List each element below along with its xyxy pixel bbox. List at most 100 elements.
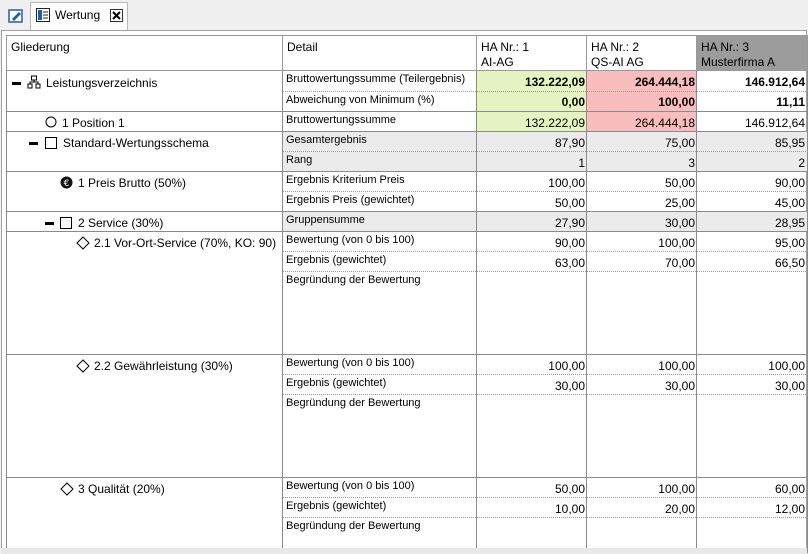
- detail-label: Rang: [286, 154, 313, 166]
- tree-item-gewaehrleistung[interactable]: 2.2 Gewährleistung (30%): [94, 359, 233, 373]
- value-cell[interactable]: 50,00: [554, 196, 585, 210]
- value-cell[interactable]: 27,90: [554, 216, 585, 230]
- value-cell[interactable]: 146.912,64: [744, 116, 805, 130]
- collapse-icon[interactable]: [29, 142, 38, 145]
- diamond-icon: [76, 359, 90, 373]
- value-cell[interactable]: 30,00: [774, 379, 805, 393]
- header-bidder-3[interactable]: HA Nr.: 3 Musterfirma A: [697, 35, 808, 71]
- tab-label: Wertung: [55, 8, 101, 22]
- row-divider: [283, 394, 808, 395]
- value-cell[interactable]: 100,00: [548, 359, 585, 373]
- detail-label: Begründung der Bewertung: [286, 520, 421, 532]
- tree-item-vor-ort-service[interactable]: 2.1 Vor-Ort-Service (70%, KO: 90): [94, 236, 277, 250]
- value-cell[interactable]: 100,00: [658, 482, 695, 496]
- value-cell[interactable]: 87,90: [554, 136, 585, 150]
- value-cell[interactable]: 95,00: [774, 236, 805, 250]
- value-cell[interactable]: 66,50: [774, 256, 805, 270]
- header-gliederung-label: Gliederung: [11, 40, 70, 54]
- row-divider: [283, 151, 808, 152]
- value-cell[interactable]: 1: [578, 156, 585, 170]
- value-cell[interactable]: 2: [798, 156, 805, 170]
- table-icon: [36, 8, 50, 22]
- diamond-icon: [76, 236, 90, 250]
- value-cell[interactable]: 3: [688, 156, 695, 170]
- value-cell[interactable]: 146.912,64: [744, 75, 805, 89]
- value-cell[interactable]: 0,00: [561, 95, 585, 109]
- row-separator: [6, 477, 808, 478]
- value-cell[interactable]: 28,95: [774, 216, 805, 230]
- header-detail-label: Detail: [287, 40, 318, 54]
- row-divider: [283, 374, 808, 375]
- grid-line: [282, 71, 283, 553]
- detail-label: Bruttowertungssumme: [286, 114, 397, 126]
- collapse-icon[interactable]: [45, 222, 54, 225]
- tree-item-qualitaet[interactable]: 3 Qualität (20%): [78, 482, 165, 496]
- value-cell[interactable]: 100,00: [658, 236, 695, 250]
- row-divider: [283, 271, 808, 272]
- collapse-icon[interactable]: [12, 82, 21, 85]
- diamond-icon: [60, 482, 74, 496]
- tree-item-position[interactable]: 1 Position 1: [62, 116, 125, 130]
- value-cell[interactable]: 45,00: [774, 196, 805, 210]
- tree-item-leistungsverzeichnis[interactable]: Leistungsverzeichnis: [46, 76, 158, 90]
- tab-wertung[interactable]: Wertung: [30, 2, 128, 30]
- grid-line: [476, 71, 477, 553]
- value-cell[interactable]: 70,00: [664, 256, 695, 270]
- value-cell[interactable]: 30,00: [664, 216, 695, 230]
- value-cell[interactable]: 10,00: [554, 502, 585, 516]
- tree-item-service[interactable]: 2 Service (30%): [78, 216, 164, 230]
- detail-label: Ergebnis (gewichtet): [286, 377, 387, 389]
- row-separator: [6, 211, 808, 212]
- value-cell[interactable]: 132.222,09: [524, 116, 585, 130]
- value-cell[interactable]: 63,00: [554, 256, 585, 270]
- row-separator: [6, 131, 808, 132]
- tab-bar: Wertung: [0, 0, 808, 30]
- detail-label: Ergebnis (gewichtet): [286, 254, 387, 266]
- detail-label: Ergebnis Preis (gewichtet): [286, 194, 415, 206]
- row-divider: [283, 251, 808, 252]
- wertung-grid: Gliederung Detail HA Nr.: 1 AI-AG HA Nr.…: [2, 31, 808, 553]
- value-cell[interactable]: 264.444,18: [634, 116, 695, 130]
- header-bidder-number: HA Nr.: 3: [701, 40, 750, 54]
- euro-icon: €: [60, 176, 73, 189]
- value-cell[interactable]: 60,00: [774, 482, 805, 496]
- tree-item-schema[interactable]: Standard-Wertungsschema: [63, 136, 209, 150]
- close-icon[interactable]: [110, 9, 123, 22]
- header-bidder-name: QS-AI AG: [591, 55, 644, 69]
- header-bidder-1[interactable]: HA Nr.: 1 AI-AG: [477, 35, 587, 71]
- value-cell[interactable]: 25,00: [664, 196, 695, 210]
- value-cell[interactable]: 30,00: [554, 379, 585, 393]
- row-divider: [283, 191, 808, 192]
- wertung-panel: Gliederung Detail HA Nr.: 1 AI-AG HA Nr.…: [1, 30, 808, 553]
- grid-line: [586, 71, 587, 553]
- group-sum-bg: [283, 211, 808, 231]
- value-cell[interactable]: 100,00: [768, 359, 805, 373]
- grid-line: [696, 71, 697, 553]
- horizontal-scrollbar[interactable]: [1, 548, 807, 554]
- detail-label: Ergebnis Kriterium Preis: [286, 174, 405, 186]
- value-cell[interactable]: 20,00: [664, 502, 695, 516]
- value-cell[interactable]: 100,00: [658, 359, 695, 373]
- value-cell[interactable]: 90,00: [774, 176, 805, 190]
- value-cell[interactable]: 100,00: [658, 95, 695, 109]
- value-cell[interactable]: 30,00: [664, 379, 695, 393]
- detail-label: Begründung der Bewertung: [286, 274, 421, 286]
- value-cell[interactable]: 50,00: [554, 482, 585, 496]
- header-gliederung[interactable]: Gliederung: [6, 35, 283, 71]
- value-cell[interactable]: 11,11: [776, 95, 805, 109]
- value-cell[interactable]: 12,00: [774, 502, 805, 516]
- edit-view-icon[interactable]: [8, 8, 24, 24]
- header-detail[interactable]: Detail: [283, 35, 477, 71]
- value-cell[interactable]: 132.222,09: [524, 75, 585, 89]
- row-separator: [6, 231, 808, 232]
- tree-item-preis[interactable]: 1 Preis Brutto (50%): [78, 176, 187, 190]
- value-cell[interactable]: 75,00: [664, 136, 695, 150]
- value-cell[interactable]: 50,00: [664, 176, 695, 190]
- hierarchy-icon: [27, 75, 41, 89]
- value-cell[interactable]: 85,95: [774, 136, 805, 150]
- header-bidder-2[interactable]: HA Nr.: 2 QS-AI AG: [587, 35, 697, 71]
- value-cell[interactable]: 264.444,18: [634, 75, 695, 89]
- value-cell[interactable]: 100,00: [548, 176, 585, 190]
- value-cell[interactable]: 90,00: [554, 236, 585, 250]
- detail-label: Gruppensumme: [286, 214, 365, 226]
